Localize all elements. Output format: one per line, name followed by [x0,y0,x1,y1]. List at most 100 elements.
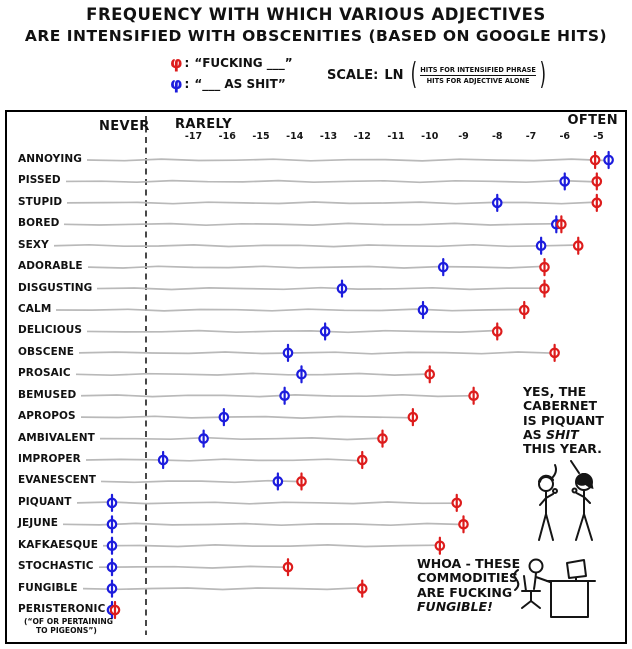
row-line [80,415,413,419]
row-line [100,479,302,484]
speech-text-line: COMMODITIES [417,570,519,586]
left-figure-body [538,490,554,541]
speech-text-line: IS PIQUANT [523,412,604,428]
right-figure-body [575,489,593,541]
adjective-label: STUPID [18,195,63,208]
row-line [53,243,579,248]
open-paren: ( [410,57,417,92]
axis-zone-often: OFTEN [567,113,618,128]
adjective-label: ADORABLE [18,260,83,273]
x-tick-label: -7 [526,131,537,142]
close-paren: ) [539,57,547,92]
adjective-label: OBSCENE [18,345,75,358]
adjective-label: PROSAIC [18,367,71,380]
chart-frame: NEVER RARELY OFTEN -17 -16 -15 -14 -13 -12 -11… [5,110,627,644]
left-wine-glass [552,488,558,494]
scatter-plot: -17 -16 -15 -14 -13 -12 -11 -10 -9 -8 -7 -6 -5 [53,116,614,635]
axis-zone-rarely: RARELY [175,117,233,132]
right-wine-glass [571,487,578,494]
speech-text-line: WHOA - THESE [417,556,521,571]
adjective-label: DELICIOUS [18,324,83,337]
adjective-label: KAFKAESQUE [18,538,99,551]
speech-pointer-line [570,460,580,474]
footnote-line-2: TO PIGEONS”) [36,626,97,636]
left-figure-hair [538,474,554,483]
row-line [87,265,545,269]
legend-label-as-shit: “___ AS SHIT” [194,76,286,91]
legend-colon: : [184,55,190,70]
row-line [99,436,383,441]
adjective-label: CALM [18,303,52,315]
x-tick-label: -14 [286,131,304,142]
adjective-label: APROPOS [18,410,76,423]
desk-speech-text: WHOA - THESE COMMODITIES ARE FUCKING FUNGIB… [417,556,521,614]
x-tick-label: -15 [252,131,269,142]
scale-fn: LN [384,67,404,83]
row-line [63,222,562,227]
x-tick-label: -17 [185,131,202,142]
left-figure-ponytail [551,464,557,479]
row-line [66,201,597,205]
wine-drinkers-figure [538,460,594,541]
speech-squiggle [513,569,520,591]
row-line [86,329,498,334]
row-line [78,351,555,355]
speech-text-line: YES, THE [523,384,587,399]
x-tick-label: -8 [492,131,503,142]
scale-formula: SCALE: LN ( HITS FOR INTENSIFIED PHRASE … [327,60,547,90]
row-line [82,586,363,591]
phi-marker-blue-icon: φ [170,73,183,93]
row-line [55,308,525,312]
x-tick-label: -13 [320,131,337,142]
adjective-label: PISSED [18,174,61,187]
scale-prefix: SCALE: [327,67,379,83]
speech-text-line: CABERNET [523,398,598,414]
row-line [80,393,474,398]
scale-fraction: HITS FOR INTENSIFIED PHRASE HITS FOR ADJ… [417,66,539,85]
speech-text-line: THIS YEAR. [523,441,602,456]
computer-monitor [566,559,587,579]
row-line [102,544,440,548]
adjective-label: FUNGIBLE [18,581,78,594]
legend-colon: : [184,76,190,91]
adjective-label: DISGUSTING [18,281,93,294]
row-line [96,286,545,291]
computer-desk-figure [513,558,596,618]
adjective-label: STOCHASTIC [18,560,94,573]
phi-marker-red-icon: φ [170,52,183,72]
right-figure-hair [576,473,594,489]
row-line [76,501,457,505]
adjective-label: PERISTERONIC [18,603,106,616]
x-tick-label: -12 [354,131,371,142]
row-line [75,372,430,377]
adjective-label: SEXY [18,238,49,251]
comic-title-line-2: ARE INTENSIFIED WITH OBSCENITIES (BASED … [24,27,608,45]
legend-label-fucking: “FUCKING ___” [194,55,293,70]
comic-title-line-1: FREQUENCY WITH WHICH VARIOUS ADJECTIVES [86,5,546,24]
footnote-line-1: (“OF OR PERTAINING [24,617,114,626]
peristeronic-footnote: (“OF OR PERTAINING TO PIGEONS”) [24,617,113,635]
adjective-label: IMPROPER [18,453,81,466]
adjective-label: PIQUANT [18,495,72,508]
x-tick-label: -11 [387,131,404,142]
row-line [85,458,363,462]
speech-text-line: FUNGIBLE! [417,598,493,614]
adjective-label: EVANESCENT [18,474,97,487]
row-line [86,158,609,162]
x-tick-label: -16 [219,131,237,142]
adjective-label: BEMUSED [18,388,77,401]
x-tick-label: -9 [458,131,469,142]
adjective-label: JEJUNE [18,517,59,530]
figure-head [528,558,544,574]
wine-speech-text: YES, THE CABERNET IS PIQUANT AS SHIT THIS YE… [523,384,604,456]
x-tick-label: -6 [559,131,570,142]
desk [546,580,596,618]
row-line [65,179,597,184]
axis-zone-never: NEVER [99,119,150,134]
x-tick-label: -10 [421,131,439,142]
legend-item-as-shit: φ: “___ AS SHIT” [170,73,293,94]
row-line [62,522,464,527]
scale-numerator: HITS FOR INTENSIFIED PHRASE [420,65,536,74]
adjective-label: BORED [18,217,60,230]
legend-item-fucking: φ: “FUCKING ___” [170,52,293,73]
